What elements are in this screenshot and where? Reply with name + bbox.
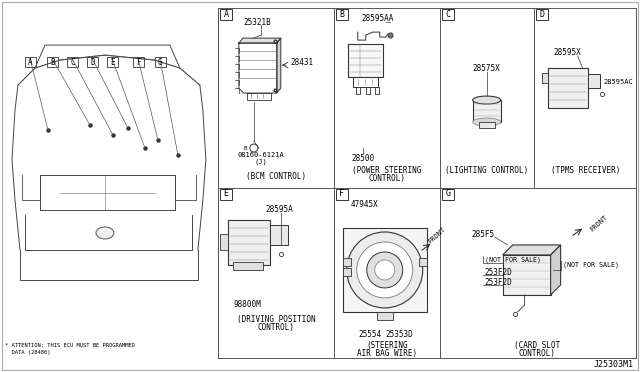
Bar xyxy=(479,122,495,128)
Text: 28595AA: 28595AA xyxy=(362,14,394,23)
Bar xyxy=(336,9,348,20)
Bar xyxy=(87,57,98,67)
Text: 98800M: 98800M xyxy=(234,301,262,310)
Text: F: F xyxy=(339,189,344,199)
Bar xyxy=(47,57,58,67)
Text: B: B xyxy=(50,58,55,67)
Text: (STEERING: (STEERING xyxy=(366,341,408,350)
Text: A: A xyxy=(223,10,228,19)
Text: C: C xyxy=(445,10,450,19)
Text: A: A xyxy=(28,58,33,67)
Bar xyxy=(67,57,78,67)
Text: 253F2D: 253F2D xyxy=(484,269,513,278)
Text: (NOT FOR SALE): (NOT FOR SALE) xyxy=(484,257,541,263)
Text: C: C xyxy=(70,58,75,67)
Text: D: D xyxy=(90,58,95,67)
Text: (NOT FOR SALE): (NOT FOR SALE) xyxy=(563,262,619,268)
Bar xyxy=(220,234,228,250)
Bar xyxy=(442,189,454,200)
Polygon shape xyxy=(239,38,281,43)
Text: 253F2D: 253F2D xyxy=(484,278,513,288)
Bar xyxy=(336,189,348,200)
Bar xyxy=(25,57,36,67)
Text: 28431: 28431 xyxy=(291,58,314,67)
Bar xyxy=(377,312,393,320)
Text: 47945X: 47945X xyxy=(351,201,379,209)
Bar xyxy=(473,100,500,122)
Bar xyxy=(343,268,351,276)
Circle shape xyxy=(375,260,395,280)
Bar xyxy=(541,73,548,83)
Polygon shape xyxy=(277,38,281,93)
Text: CONTROL): CONTROL) xyxy=(257,323,294,333)
Bar xyxy=(155,57,166,67)
Circle shape xyxy=(356,242,413,298)
Circle shape xyxy=(347,232,422,308)
Text: 28595A: 28595A xyxy=(266,205,294,215)
Bar xyxy=(419,258,427,266)
Bar xyxy=(133,57,144,67)
Text: 28595X: 28595X xyxy=(554,48,582,57)
Text: (LIGHTING CONTROL): (LIGHTING CONTROL) xyxy=(445,166,528,174)
Text: G: G xyxy=(158,58,163,67)
Bar xyxy=(442,9,454,20)
Text: (CARD SLOT: (CARD SLOT xyxy=(513,341,560,350)
Text: 25554: 25554 xyxy=(358,330,381,339)
Bar xyxy=(228,220,270,265)
Text: J25303M1: J25303M1 xyxy=(593,360,634,369)
Bar xyxy=(270,225,288,245)
Ellipse shape xyxy=(96,227,114,239)
Text: CONTROL): CONTROL) xyxy=(518,349,555,358)
Ellipse shape xyxy=(473,118,500,126)
Text: AIR BAG WIRE): AIR BAG WIRE) xyxy=(356,349,417,358)
Bar xyxy=(548,68,588,108)
Polygon shape xyxy=(502,245,561,255)
Text: 28575X: 28575X xyxy=(473,64,500,73)
Polygon shape xyxy=(348,44,383,77)
Text: (J): (J) xyxy=(255,159,267,165)
Bar xyxy=(343,258,351,266)
Text: FRONT: FRONT xyxy=(427,226,447,244)
Polygon shape xyxy=(502,255,550,295)
Circle shape xyxy=(250,144,258,152)
Text: (TPMS RECEIVER): (TPMS RECEIVER) xyxy=(551,166,620,174)
Text: * ATTENTION: THIS ECU MUST BE PROGRAMMED
  DATA (28480): * ATTENTION: THIS ECU MUST BE PROGRAMMED… xyxy=(5,343,135,355)
Bar xyxy=(343,228,427,312)
Ellipse shape xyxy=(473,96,500,104)
Text: F: F xyxy=(136,58,141,67)
Text: D: D xyxy=(539,10,544,19)
Text: G: G xyxy=(445,189,450,199)
Bar xyxy=(220,9,232,20)
Text: 25353D: 25353D xyxy=(386,330,413,339)
Text: FRONT: FRONT xyxy=(589,214,609,232)
Text: (POWER STEERING: (POWER STEERING xyxy=(352,166,421,174)
Text: 25321B: 25321B xyxy=(243,17,271,27)
Text: B: B xyxy=(243,145,246,151)
Bar xyxy=(536,9,548,20)
Polygon shape xyxy=(550,245,561,295)
Circle shape xyxy=(367,252,403,288)
Bar xyxy=(220,189,232,200)
Bar xyxy=(588,74,600,88)
Bar xyxy=(107,57,118,67)
Text: CONTROL): CONTROL) xyxy=(368,173,405,183)
Text: E: E xyxy=(110,58,115,67)
Text: (BCM CONTROL): (BCM CONTROL) xyxy=(246,171,306,180)
Text: 08160-6121A: 08160-6121A xyxy=(237,152,284,158)
Text: 285F5: 285F5 xyxy=(471,231,494,240)
Bar xyxy=(233,262,263,270)
Text: B: B xyxy=(339,10,344,19)
Text: (DRIVING POSITION: (DRIVING POSITION xyxy=(237,315,315,324)
Text: E: E xyxy=(223,189,228,199)
Text: 28595AC: 28595AC xyxy=(604,79,634,85)
Text: 28500: 28500 xyxy=(351,154,374,163)
